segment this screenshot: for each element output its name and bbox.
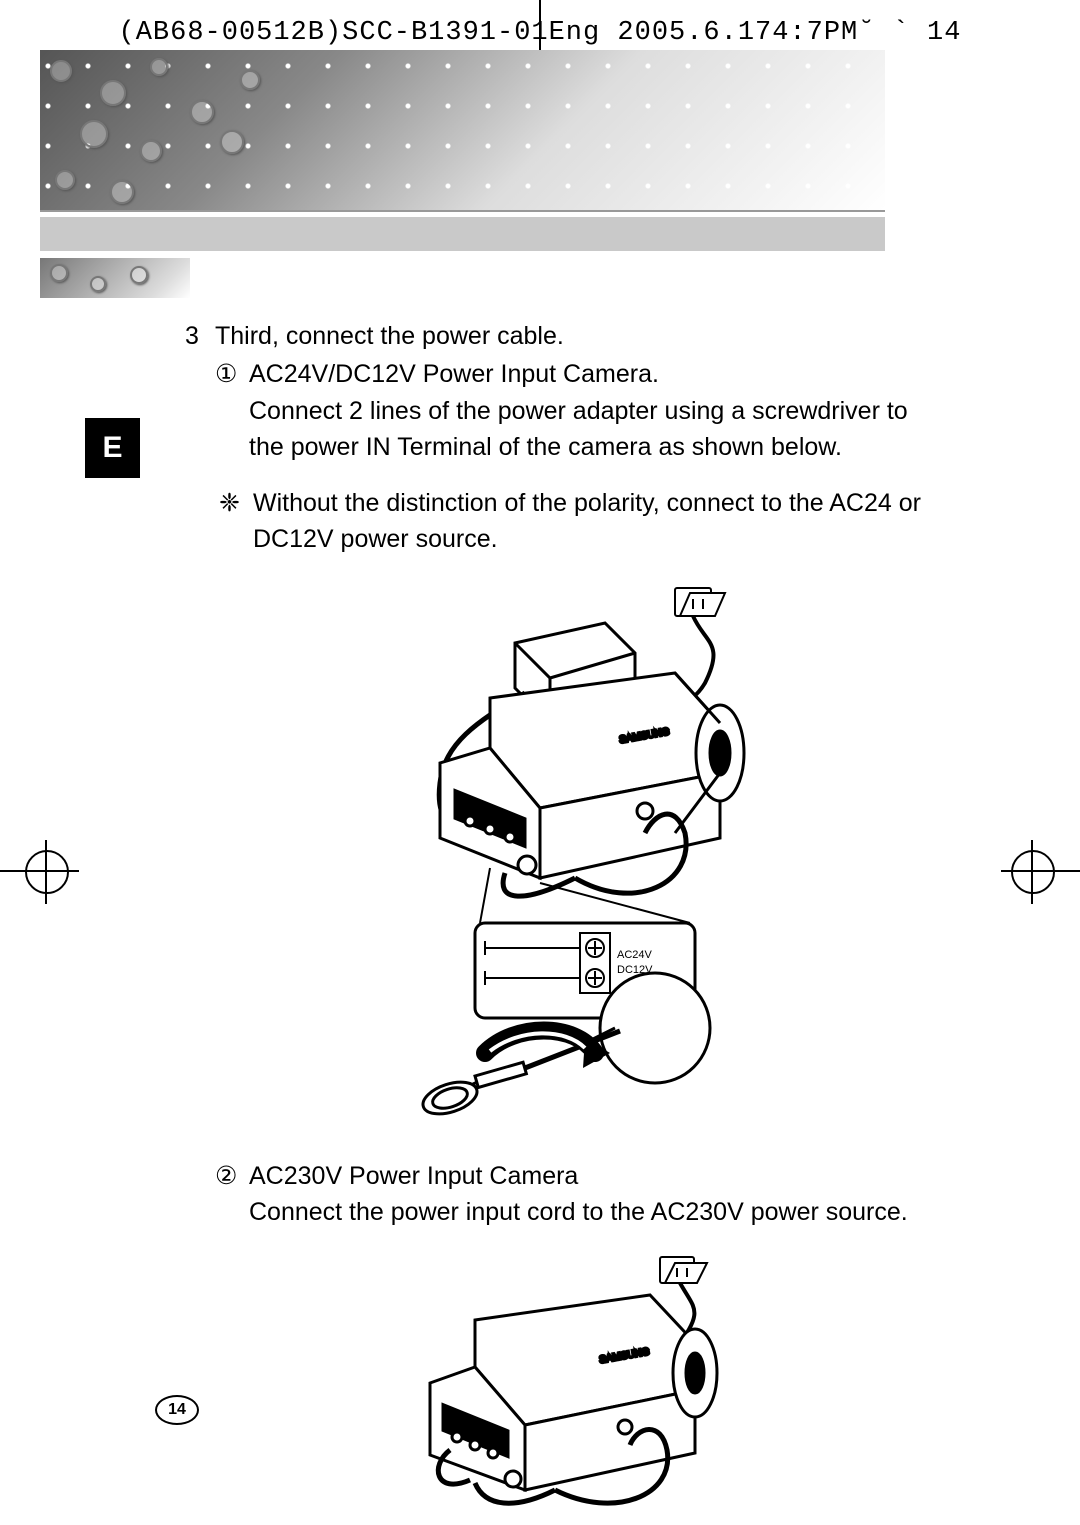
step-row: 3 Third, connect the power cable. bbox=[185, 318, 945, 354]
item-body: Connect 2 lines of the power adapter usi… bbox=[249, 397, 908, 461]
page-banner bbox=[40, 50, 885, 298]
list-item: ① AC24V/DC12V Power Input Camera. Connec… bbox=[185, 356, 945, 465]
registration-mark bbox=[25, 850, 69, 894]
svg-text:AC24V: AC24V bbox=[617, 949, 653, 961]
note-row: ❈ Without the distinction of the polarit… bbox=[185, 485, 945, 558]
circled-two-icon: ② bbox=[215, 1158, 249, 1231]
item-title: AC24V/DC12V Power Input Camera. bbox=[249, 360, 659, 388]
figure-camera-cord: SAMSUNG bbox=[375, 1255, 755, 1515]
registration-mark bbox=[1011, 850, 1055, 894]
language-tab: E bbox=[85, 418, 140, 478]
page-number: 14 bbox=[155, 1395, 199, 1425]
item-body: Connect the power input cord to the AC23… bbox=[249, 1198, 908, 1226]
banner-texture bbox=[40, 50, 885, 212]
note-body: Without the distinction of the polarity,… bbox=[253, 485, 945, 558]
step-number: 3 bbox=[185, 318, 215, 354]
circled-one-icon: ① bbox=[215, 356, 249, 465]
item-title: AC230V Power Input Camera bbox=[249, 1162, 578, 1190]
reference-mark-icon: ❈ bbox=[219, 485, 253, 558]
figure-camera-adapter: SAMSUNG bbox=[375, 583, 755, 1148]
page-content: 3 Third, connect the power cable. ① AC24… bbox=[185, 318, 945, 1525]
step-text: Third, connect the power cable. bbox=[215, 318, 945, 354]
list-item: ② AC230V Power Input Camera Connect the … bbox=[185, 1158, 945, 1231]
banner-bar bbox=[40, 216, 885, 252]
banner-tab bbox=[40, 258, 190, 298]
